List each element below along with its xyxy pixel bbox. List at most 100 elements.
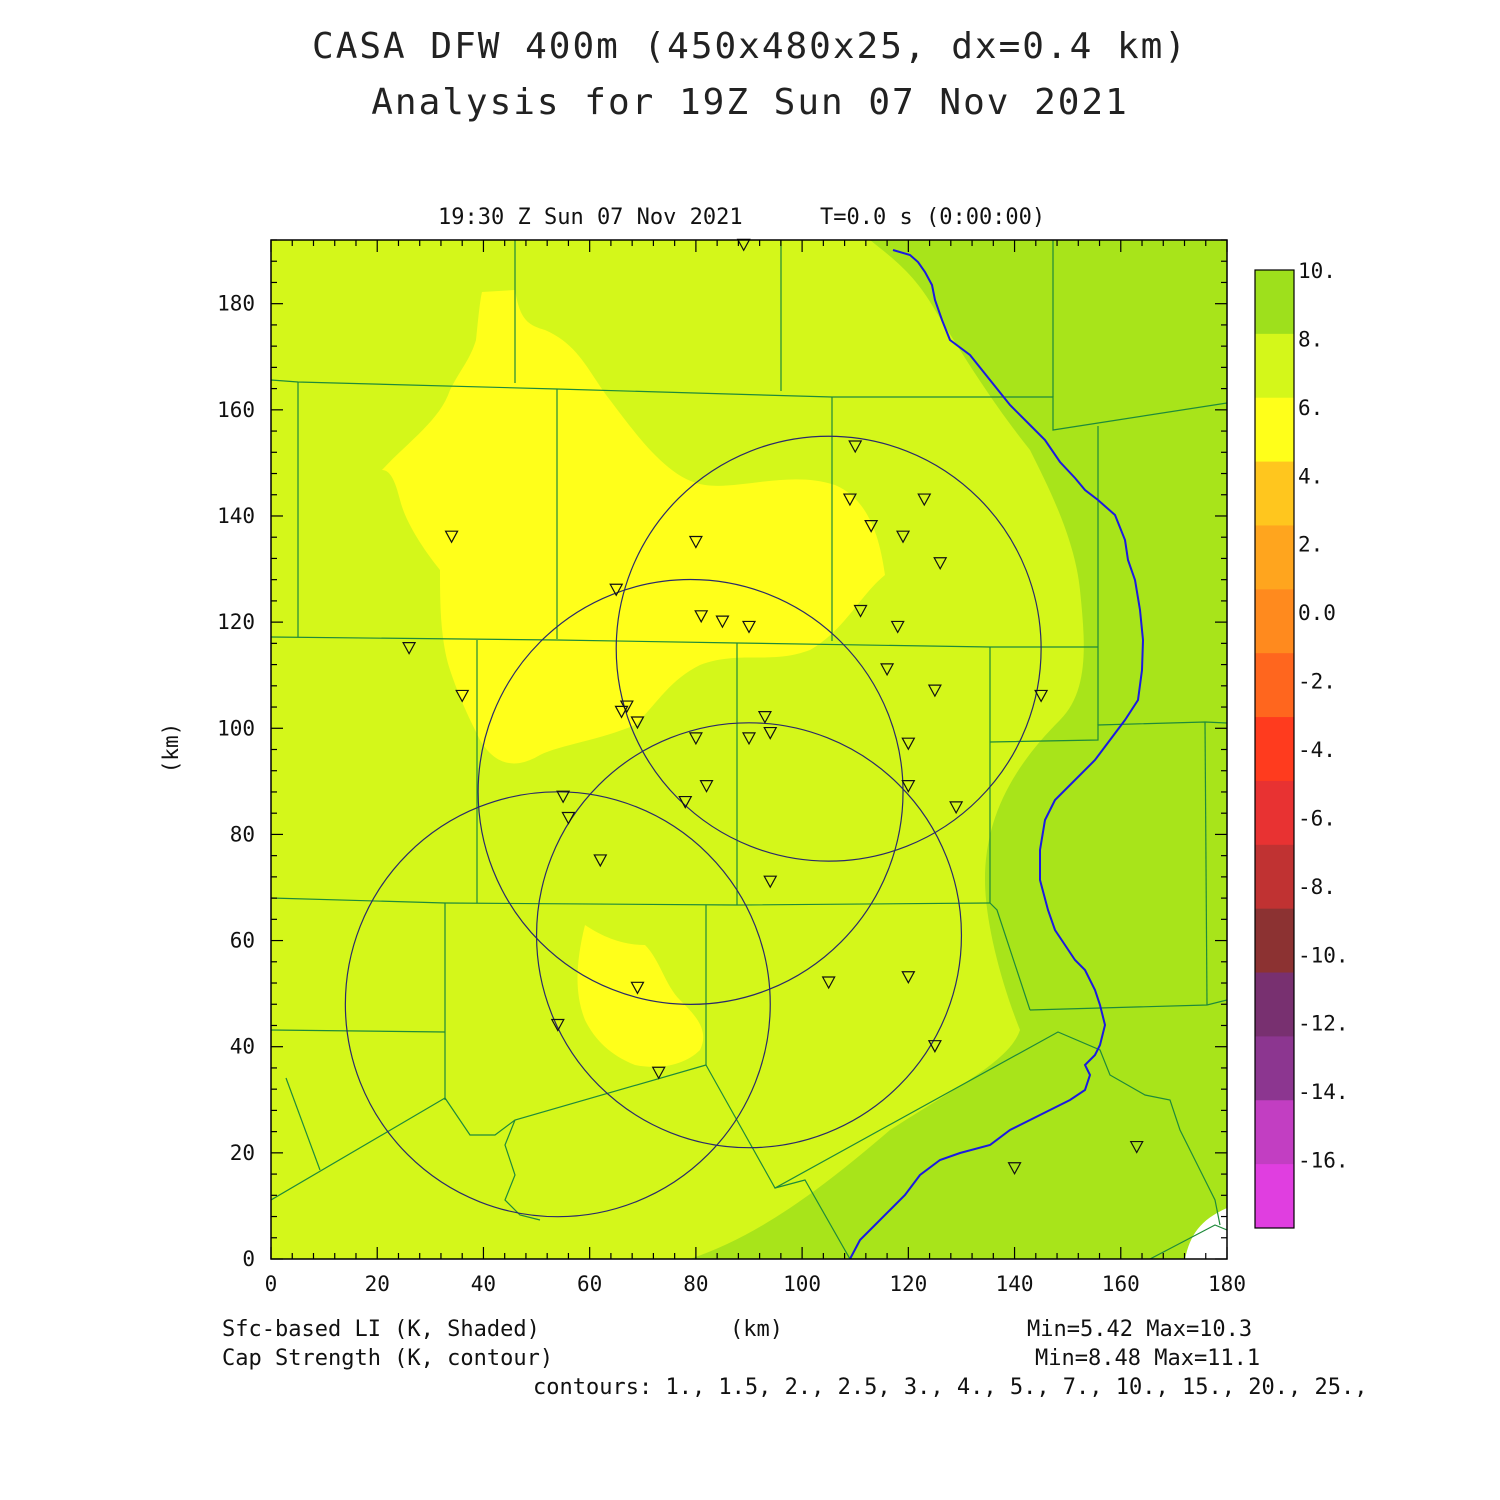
colorbar-swatch (1255, 270, 1294, 335)
colorbar-label: -10. (1298, 943, 1349, 967)
station-marker (444, 530, 459, 544)
colorbar-swatch (1255, 844, 1294, 910)
colorbar-swatch (1255, 1036, 1294, 1101)
county-line (271, 897, 991, 906)
station-marker (455, 689, 470, 703)
county-line (271, 1097, 446, 1201)
axis-tick-labels: 0 20 40 60 80 100 120 140 160 180 0 20 40 60 80 100 120 1… (217, 292, 1246, 1296)
colorbar-label: -14. (1298, 1080, 1349, 1104)
contour-levels: contours: 1., 1.5, 2., 2.5, 3., 4., 5., … (533, 1375, 1368, 1400)
x-tick-label: 40 (471, 1272, 496, 1296)
x-tick-label: 120 (889, 1272, 927, 1296)
colorbar-swatch (1255, 908, 1294, 974)
station-marker (864, 519, 879, 533)
station-marker (694, 610, 709, 624)
colorbar-label: -16. (1298, 1149, 1349, 1173)
y-tick-label: 0 (242, 1247, 255, 1271)
contour-circle (615, 435, 1042, 862)
y-tick-label: 20 (230, 1141, 255, 1165)
contour-circle (477, 578, 904, 1006)
station-marker (688, 535, 703, 549)
colorbar: 10. 8. 6. 4. 2. 0.0 -2. -4. -6. -8. -10. -12. -14. -1… (1254, 259, 1349, 1229)
x-axis-label: (km) (730, 1317, 783, 1342)
station-marker (949, 801, 964, 815)
y-tick-label: 180 (217, 292, 255, 316)
y-tick-label: 100 (217, 716, 255, 740)
no-data-corner (1185, 1208, 1227, 1259)
axis-ticks (270, 239, 1228, 1260)
county-line (989, 902, 1031, 1011)
shaded-field-label: Sfc-based LI (K, Shaded) (222, 1317, 540, 1342)
station-marker (741, 620, 757, 634)
county-line (444, 1064, 707, 1136)
colorbar-label: 2. (1298, 533, 1323, 557)
colorbar-swatch (1255, 1100, 1294, 1165)
station-marker (741, 732, 757, 746)
station-marker (1034, 689, 1049, 703)
colorbar-label: -4. (1298, 738, 1336, 762)
colorbar-label: 8. (1298, 327, 1323, 351)
station-marker (630, 716, 645, 730)
station-marker (699, 780, 714, 793)
station-marker (890, 620, 905, 634)
colorbar-swatch (1255, 780, 1294, 846)
station-marker (901, 780, 916, 793)
county-line (1149, 1224, 1227, 1259)
colorbar-label: 10. (1298, 259, 1336, 283)
colorbar-swatch (1255, 717, 1294, 782)
chart-subtitle: Analysis for 19Z Sun 07 Nov 2021 (371, 82, 1129, 123)
county-line (1204, 721, 1208, 1006)
y-tick-label: 60 (230, 929, 255, 953)
x-tick-label: 60 (577, 1272, 602, 1296)
x-tick-label: 0 (265, 1272, 278, 1296)
county-line (705, 1031, 1221, 1226)
chart-title: CASA DFW 400m (450x480x25, dx=0.4 km) (312, 26, 1188, 67)
county-line (989, 721, 1227, 743)
colorbar-label: 4. (1298, 464, 1323, 488)
station-marker (651, 1066, 666, 1080)
station-marker (614, 705, 629, 719)
colorbar-label: -2. (1298, 670, 1336, 694)
station-marker (901, 971, 916, 984)
station-marker (927, 684, 942, 698)
county-line (271, 1029, 446, 1033)
y-axis-label: (km) (159, 723, 183, 774)
county-line (1029, 999, 1227, 1011)
station-marker (593, 854, 608, 868)
contour-field-label: Cap Strength (K, contour) (222, 1346, 554, 1371)
station-marker (927, 1040, 942, 1053)
station-marker (896, 530, 911, 544)
forecast-time-label: T=0.0 s (0:00:00) (820, 205, 1046, 230)
colorbar-label: 0.0 (1298, 601, 1336, 625)
x-tick-label: 100 (783, 1272, 821, 1296)
colorbar-swatch (1255, 397, 1294, 463)
colorbar-swatch (1255, 525, 1294, 590)
county-line (504, 1119, 541, 1221)
station-marker (715, 615, 730, 629)
contour-field-stats: Min=8.48 Max=11.1 (1035, 1346, 1261, 1371)
station-marker (561, 811, 576, 825)
station-marker (550, 1018, 565, 1032)
station-marker (556, 790, 571, 804)
x-tick-label: 180 (1208, 1272, 1246, 1296)
station-marker (917, 493, 932, 507)
cap-strength-contours (344, 435, 1042, 1218)
colorbar-label: -8. (1298, 875, 1336, 899)
colorbar-swatch (1255, 461, 1294, 526)
county-line (774, 1179, 851, 1259)
y-tick-label: 160 (217, 398, 255, 422)
station-marker (402, 642, 417, 655)
li-shading (271, 240, 1227, 1259)
station-marker (1129, 1140, 1144, 1154)
station-marker (842, 493, 857, 507)
station-marker (848, 440, 863, 454)
station-marker (933, 557, 948, 570)
x-tick-label: 20 (365, 1272, 390, 1296)
station-marker (821, 976, 836, 990)
station-marker (1007, 1162, 1022, 1176)
li-shade-4-6-north (382, 290, 885, 764)
station-marker (630, 981, 645, 995)
x-tick-label: 160 (1102, 1272, 1140, 1296)
contour-circle (535, 722, 963, 1149)
